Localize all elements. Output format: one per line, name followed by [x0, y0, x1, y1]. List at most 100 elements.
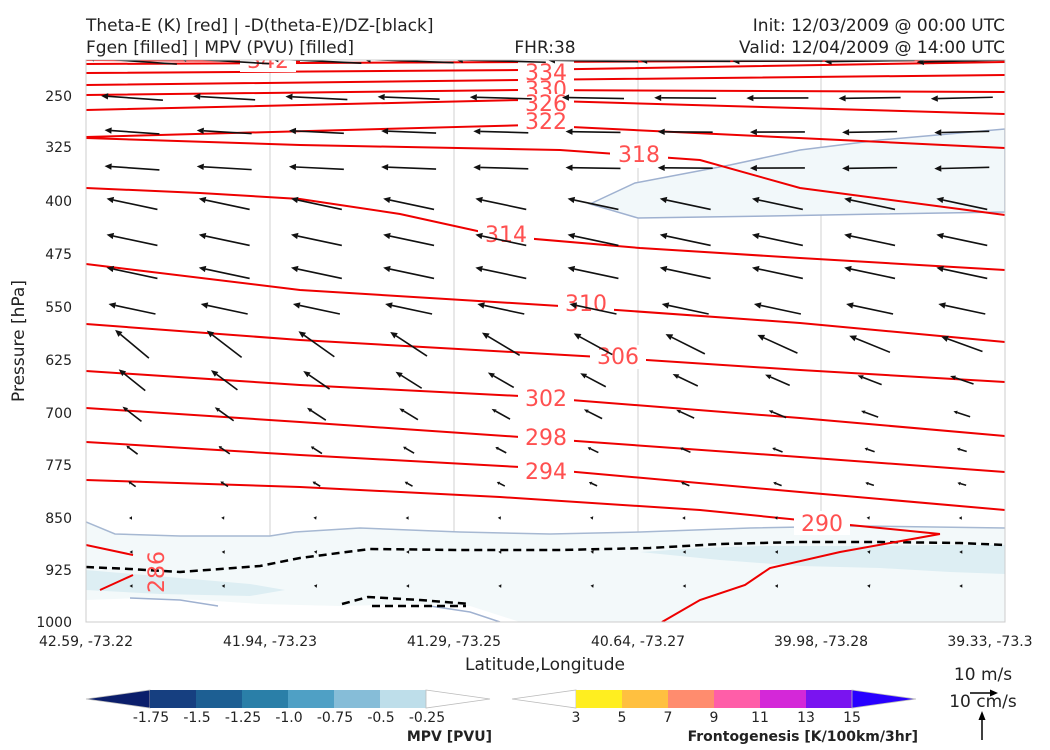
- mpv-colorbar-extend-low: [85, 689, 151, 709]
- wind-arrow: [383, 196, 435, 211]
- wind-arrow: [953, 410, 971, 418]
- theta-e-label-294: 294: [525, 460, 567, 485]
- y-axis: 250 325 400 475 550 625 700 775 850 925 …: [9, 89, 72, 631]
- wind-arrow: [498, 550, 502, 554]
- fgen-colorbar-swatch: [806, 690, 852, 708]
- wind-arrow: [487, 372, 515, 389]
- wind-arrow: [659, 232, 711, 247]
- wind-arrow: [679, 447, 691, 454]
- wind-arrow: [583, 409, 603, 420]
- wind-arrow: [842, 129, 898, 136]
- wind-arrow: [950, 375, 974, 385]
- wind-arrow: [562, 94, 625, 101]
- wind-arrow: [824, 60, 915, 65]
- wind-arrow: [661, 302, 709, 315]
- wind-arrow: [772, 447, 783, 453]
- wind-arrow: [682, 584, 686, 588]
- mpv-colorbar-swatch: [380, 690, 426, 708]
- reference-horizontal-arrow: [970, 689, 998, 697]
- wind-arrow: [313, 516, 317, 520]
- wind-arrow: [288, 127, 344, 135]
- wind-arrow: [495, 446, 507, 454]
- y-tick-625: 625: [45, 353, 72, 369]
- wind-arrow: [477, 302, 525, 315]
- mpv-colorbar-swatch: [334, 690, 380, 708]
- wind-arrow: [857, 375, 882, 386]
- wind-arrow: [672, 373, 699, 387]
- y-tick-1000: 1000: [36, 615, 72, 631]
- wind-arrow: [941, 335, 983, 353]
- wind-arrow: [303, 370, 331, 390]
- theta-e-label-298: 298: [525, 426, 567, 451]
- wind-arrow: [849, 335, 891, 354]
- wind-arrow: [198, 265, 250, 280]
- y-tick-475: 475: [45, 247, 72, 263]
- wind-arrow: [383, 232, 435, 247]
- wind-arrow: [290, 196, 342, 211]
- wind-arrow: [659, 265, 711, 280]
- wind-arrow: [198, 196, 250, 211]
- wind-arrow: [867, 584, 871, 588]
- x-axis-label: Latitude,Longitude: [465, 655, 625, 675]
- wind-arrow: [285, 93, 348, 101]
- wind-arrow: [403, 446, 415, 454]
- wind-arrow: [221, 584, 225, 588]
- wind-arrow: [930, 95, 993, 102]
- wind-arrow: [312, 481, 321, 488]
- wind-arrow: [481, 332, 521, 357]
- wind-arrow: [654, 94, 717, 102]
- x-tick-1: 42.59, -73.22: [39, 634, 133, 650]
- reference-vertical-label: 10 cm/s: [949, 692, 1017, 712]
- wind-arrow: [306, 407, 327, 421]
- wind-arrow: [129, 550, 133, 554]
- plot-area: 342 334 330 326 322 318 314 310 306 302: [85, 59, 1006, 623]
- wind-arrow: [101, 93, 163, 101]
- wind-arrow: [498, 584, 502, 588]
- wind-arrow: [567, 265, 619, 280]
- wind-arrow: [405, 516, 409, 520]
- wind-arrow: [383, 265, 435, 280]
- wind-arrow: [590, 550, 594, 554]
- fgen-colorbar-swatch: [760, 690, 806, 708]
- mpv-colorbar: -1.75 -1.5 -1.25 -1.0 -0.75 -0.5 -0.25 M…: [85, 689, 492, 745]
- wind-arrow: [865, 481, 875, 487]
- y-tick-250: 250: [45, 89, 72, 105]
- wind-arrow: [657, 164, 713, 172]
- fgen-colorbar-extend-high: [851, 689, 917, 709]
- wind-arrow: [774, 516, 778, 520]
- fgen-tick: 11: [751, 710, 769, 726]
- wind-arrow: [751, 232, 803, 247]
- wind-arrow: [196, 127, 252, 135]
- y-tick-400: 400: [45, 194, 72, 210]
- wind-arrow: [473, 164, 529, 171]
- wind-arrow: [751, 196, 803, 211]
- reference-vertical-arrow: [978, 711, 986, 740]
- wind-arrow: [751, 265, 803, 280]
- wind-arrow: [958, 516, 962, 520]
- theta-e-label-302: 302: [525, 387, 567, 412]
- wind-arrow: [104, 127, 160, 135]
- wind-arrow: [657, 128, 713, 136]
- wind-arrow: [844, 265, 896, 280]
- wind-arrow: [406, 550, 410, 554]
- wind-arrow: [126, 445, 139, 455]
- mpv-colorbar-swatch: [150, 690, 196, 708]
- wind-arrow: [580, 373, 607, 388]
- x-tick-3: 41.29, -73.25: [407, 634, 501, 650]
- wind-arrow: [959, 550, 963, 554]
- wind-arrow: [569, 302, 617, 315]
- wind-arrow: [210, 370, 238, 391]
- wind-arrow: [106, 265, 158, 280]
- theta-e-labels: 342 334 330 326 322 318 314 310 306 302: [145, 60, 850, 593]
- x-tick-5: 39.98, -73.28: [774, 634, 868, 650]
- reference-horizontal-label: 10 m/s: [954, 665, 1012, 685]
- wind-arrow: [313, 550, 318, 554]
- wind-arrow: [196, 163, 252, 171]
- wind-arrow: [565, 128, 621, 135]
- wind-arrow: [469, 94, 532, 101]
- mpv-tick: -1.0: [275, 710, 302, 726]
- wind-arrow: [773, 481, 782, 487]
- x-tick-4: 40.64, -73.27: [591, 634, 685, 650]
- fgen-tick: 15: [843, 710, 861, 726]
- wind-arrow: [774, 584, 779, 588]
